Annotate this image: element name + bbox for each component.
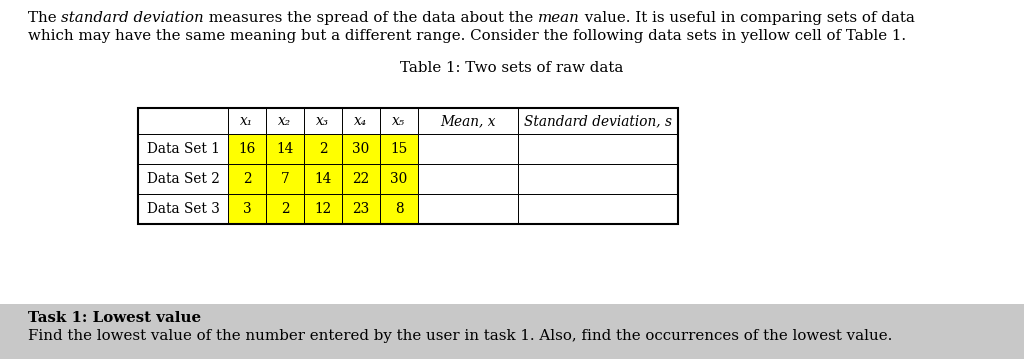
Text: x₁: x₁: [241, 114, 254, 128]
Text: 3: 3: [243, 202, 251, 216]
Text: 30: 30: [352, 142, 370, 156]
Text: value. It is useful in comparing sets of data: value. It is useful in comparing sets of…: [580, 11, 914, 25]
Text: x₅: x₅: [392, 114, 406, 128]
Text: Data Set 1: Data Set 1: [146, 142, 219, 156]
Bar: [380, 134, 418, 164]
Text: which may have the same meaning but a different range. Consider the following da: which may have the same meaning but a di…: [28, 29, 906, 43]
Text: 15: 15: [390, 142, 408, 156]
Bar: [138, 108, 228, 134]
Bar: [138, 108, 678, 224]
Bar: [304, 108, 342, 134]
Text: 30: 30: [390, 172, 408, 186]
Text: Mean, x: Mean, x: [440, 114, 496, 128]
Text: x₄: x₄: [354, 114, 368, 128]
Bar: [304, 134, 342, 164]
Bar: [518, 164, 678, 194]
Bar: [418, 108, 518, 134]
Bar: [138, 194, 228, 224]
Text: The: The: [28, 11, 61, 25]
Bar: [418, 164, 518, 194]
Text: standard deviation: standard deviation: [61, 11, 204, 25]
Text: 8: 8: [394, 202, 403, 216]
Text: 7: 7: [281, 172, 290, 186]
Text: 23: 23: [352, 202, 370, 216]
Bar: [0, 304, 1024, 359]
Bar: [304, 164, 342, 194]
Bar: [266, 164, 304, 194]
Bar: [342, 164, 380, 194]
Text: 12: 12: [314, 202, 332, 216]
Bar: [228, 134, 266, 164]
Text: x₃: x₃: [316, 114, 330, 128]
Text: mean: mean: [538, 11, 580, 25]
Text: Task 1: Lowest value: Task 1: Lowest value: [28, 311, 201, 325]
Bar: [138, 164, 228, 194]
Bar: [418, 194, 518, 224]
Bar: [228, 164, 266, 194]
Bar: [518, 108, 678, 134]
Text: measures the spread of the data about the: measures the spread of the data about th…: [204, 11, 538, 25]
Text: Standard deviation, s: Standard deviation, s: [524, 114, 672, 128]
Text: 2: 2: [281, 202, 290, 216]
Text: 22: 22: [352, 172, 370, 186]
Bar: [380, 108, 418, 134]
Text: 14: 14: [314, 172, 332, 186]
Bar: [228, 108, 266, 134]
Bar: [342, 194, 380, 224]
Text: Table 1: Two sets of raw data: Table 1: Two sets of raw data: [400, 61, 624, 75]
Bar: [266, 194, 304, 224]
Text: 16: 16: [239, 142, 256, 156]
Text: 14: 14: [276, 142, 294, 156]
Bar: [342, 108, 380, 134]
Text: Data Set 2: Data Set 2: [146, 172, 219, 186]
Text: Find the lowest value of the number entered by the user in task 1. Also, find th: Find the lowest value of the number ente…: [28, 329, 892, 343]
Bar: [418, 134, 518, 164]
Bar: [304, 194, 342, 224]
Bar: [518, 134, 678, 164]
Text: 2: 2: [318, 142, 328, 156]
Bar: [342, 134, 380, 164]
Bar: [228, 194, 266, 224]
Bar: [138, 134, 228, 164]
Text: 2: 2: [243, 172, 251, 186]
Bar: [518, 194, 678, 224]
Bar: [266, 108, 304, 134]
Bar: [266, 134, 304, 164]
Text: x₂: x₂: [279, 114, 292, 128]
Bar: [380, 194, 418, 224]
Bar: [380, 164, 418, 194]
Text: Data Set 3: Data Set 3: [146, 202, 219, 216]
